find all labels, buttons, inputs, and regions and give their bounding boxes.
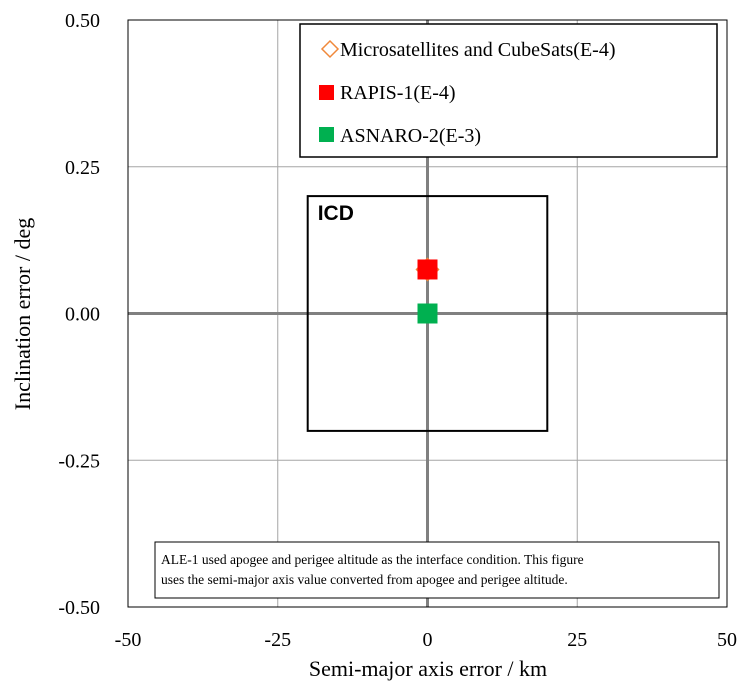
- x-tick-label: -25: [264, 629, 291, 651]
- note-line-1: ALE-1 used apogee and perigee altitude a…: [161, 552, 584, 567]
- y-axis-label: Inclination error / deg: [10, 218, 35, 410]
- legend-item-microsatellites: Microsatellites and CubeSats(E-4): [340, 39, 616, 61]
- x-axis-label: Semi-major axis error / km: [309, 656, 547, 681]
- icd-region: ICD: [306, 195, 549, 432]
- x-tick-label: 0: [423, 629, 433, 651]
- icd-label: ICD: [318, 202, 354, 225]
- legend: Microsatellites and CubeSats(E-4) RAPIS-…: [299, 23, 718, 158]
- icd-box: [306, 195, 549, 432]
- legend-box: [299, 23, 718, 158]
- note-box: ALE-1 used apogee and perigee altitude a…: [154, 541, 720, 599]
- plot-area-frame: [127, 19, 728, 608]
- x-tick-label: 25: [567, 629, 587, 651]
- y-tick-label: -0.25: [58, 450, 100, 472]
- legend-item-asnaro2: ASNARO-2(E-3): [340, 125, 481, 147]
- note-line-2: uses the semi-major axis value converted…: [161, 572, 568, 587]
- legend-green-square-icon: [319, 127, 334, 142]
- y-tick-label: 0.25: [65, 157, 100, 179]
- legend-item-rapis1: RAPIS-1(E-4): [340, 82, 456, 104]
- point-square-marker-2: [417, 303, 438, 324]
- x-tick-label: 50: [717, 629, 737, 651]
- x-tick-label: -50: [115, 629, 142, 651]
- y-tick-label: -0.50: [58, 597, 100, 619]
- x-axis-ticks: -50 -25 0 25 50: [115, 629, 737, 651]
- y-tick-label: 0.50: [65, 10, 100, 32]
- y-tick-label: 0.00: [65, 304, 100, 326]
- legend-diamond-icon: [320, 39, 340, 59]
- legend-red-square-icon: [319, 85, 334, 100]
- note-frame: [154, 541, 720, 599]
- point-square-marker-1: [417, 259, 438, 280]
- y-axis-ticks: 0.50 0.25 0.00 -0.25 -0.50: [58, 10, 100, 619]
- data-points: [415, 257, 440, 324]
